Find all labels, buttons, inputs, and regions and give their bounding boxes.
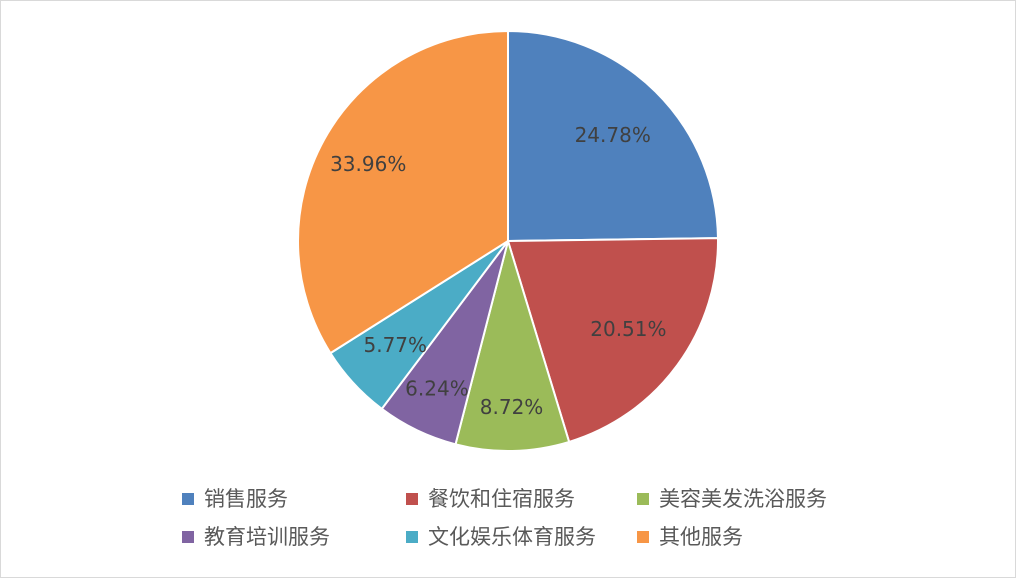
slice-data-label: 20.51%: [590, 317, 666, 341]
legend: 销售服务 餐饮和住宿服务 美容美发洗浴服务 教育培训服务 文化娱乐体育服务 其他…: [182, 484, 902, 564]
legend-label: 餐饮和住宿服务: [428, 487, 575, 511]
legend-item: 教育培训服务: [182, 522, 330, 552]
legend-item: 美容美发洗浴服务: [637, 484, 827, 514]
legend-label: 销售服务: [204, 487, 288, 511]
legend-item: 餐饮和住宿服务: [406, 484, 575, 514]
legend-swatch: [182, 493, 194, 505]
pie-slice: [297, 29, 509, 355]
legend-swatch: [637, 531, 649, 543]
legend-item: 文化娱乐体育服务: [406, 522, 596, 552]
pie-slice: [506, 237, 719, 444]
slice-data-label: 8.72%: [480, 395, 544, 419]
slice-data-label: 6.24%: [405, 377, 469, 401]
pie-slice: [507, 29, 719, 243]
slice-data-label: 5.77%: [364, 333, 428, 357]
legend-label: 教育培训服务: [204, 525, 330, 549]
legend-item: 其他服务: [637, 522, 743, 552]
legend-swatch: [406, 493, 418, 505]
legend-label: 美容美发洗浴服务: [659, 487, 827, 511]
pie-slices: [297, 29, 719, 452]
legend-swatch: [182, 531, 194, 543]
legend-swatch: [406, 531, 418, 543]
pie-data-labels: 24.78% 20.51% 8.72% 6.24% 5.77% 33.96%: [330, 123, 666, 419]
slice-data-label: 33.96%: [330, 152, 406, 176]
legend-label: 其他服务: [659, 525, 743, 549]
legend-label: 文化娱乐体育服务: [428, 525, 596, 549]
pie-slice: [454, 237, 571, 452]
slice-data-label: 24.78%: [575, 123, 651, 147]
legend-item: 销售服务: [182, 484, 288, 514]
legend-swatch: [637, 493, 649, 505]
